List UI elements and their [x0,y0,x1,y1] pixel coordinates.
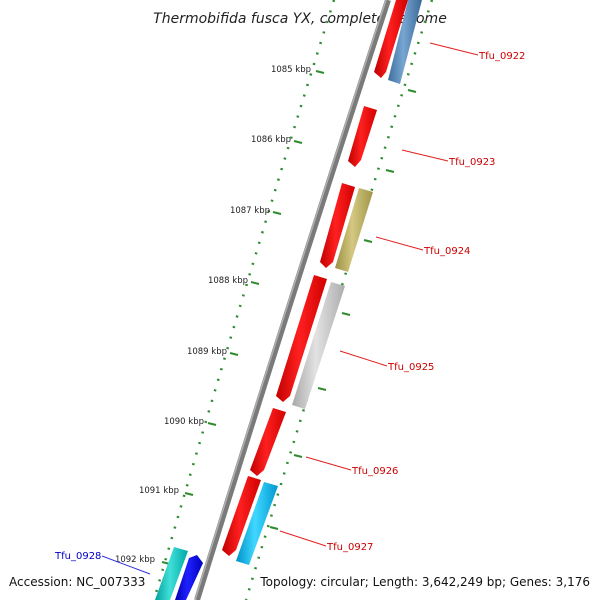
gene-feature-silver[interactable] [292,282,345,409]
map-title: Thermobifida fusca YX, complete genome [153,11,447,27]
tick-label-1088: 1088 kbp [208,276,248,286]
outer-tick-5 [317,387,327,391]
tick-mark-1089 [229,352,239,356]
gene-label-tfu-0928[interactable]: Tfu_0928 [54,551,101,562]
gene-feature-cyan[interactable] [236,482,278,565]
gene-feature-red[interactable] [320,183,355,268]
gene-feature-blue[interactable] [175,555,203,600]
gene-feature-red[interactable] [276,275,327,402]
tick-mark-1086 [293,140,303,144]
callout-line [339,350,388,367]
callout-line [279,530,327,547]
outer-tick-7 [269,526,279,530]
gene-feature-teal[interactable] [155,547,188,600]
gene-feature-steel-blue[interactable] [388,0,422,84]
outer-tick-6 [293,454,303,458]
backbone-shadow [194,0,387,600]
gene-label-tfu-0924[interactable]: Tfu_0924 [423,246,470,257]
gene-label-tfu-0925[interactable]: Tfu_0925 [387,362,434,373]
gene-label-tfu-0922[interactable]: Tfu_0922 [478,51,525,62]
outer-tick-4 [341,312,351,316]
accession-text: Accession: NC_007333 [9,575,146,589]
tick-mark-1087 [272,211,282,215]
gene-feature-khaki[interactable] [335,188,373,272]
genome-backbone [194,0,391,600]
tick-mark-1091 [184,492,194,496]
callout-line [401,149,449,162]
tick-label-1092: 1092 kbp [115,555,155,565]
callout-line [305,456,352,471]
callout-line [101,555,151,575]
callout-lines [101,42,479,575]
outer-dotted-track [244,0,434,600]
tick-mark-1085 [315,70,325,74]
genome-summary-text: Topology: circular; Length: 3,642,249 bp… [260,575,590,589]
outer-tick-2 [385,169,395,173]
tick-label-1087: 1087 kbp [230,206,270,216]
gene-features [155,0,422,600]
tick-label-1091: 1091 kbp [139,486,179,496]
tick-label-1089: 1089 kbp [187,347,227,357]
gene-label-tfu-0927[interactable]: Tfu_0927 [326,542,373,553]
tick-labels: 1085 kbp 1086 kbp 1087 kbp 1088 kbp 1089… [115,65,311,565]
gene-feature-red[interactable] [374,0,408,78]
gene-label-tfu-0926[interactable]: Tfu_0926 [351,466,398,477]
outer-tick-3 [363,239,373,243]
gene-feature-red[interactable] [222,476,261,556]
outer-tick-1 [407,89,417,93]
callout-line [375,236,424,251]
tick-label-1085: 1085 kbp [271,65,311,75]
callout-line [429,42,479,56]
inner-dotted-track [152,0,336,600]
gene-label-tfu-0923[interactable]: Tfu_0923 [448,157,495,168]
scale-ticks [161,70,417,565]
gene-feature-red[interactable] [250,408,286,476]
gene-labels: Tfu_0922 Tfu_0923 Tfu_0924 Tfu_0925 Tfu_… [54,51,525,562]
gene-feature-red[interactable] [348,106,377,167]
tick-label-1090: 1090 kbp [164,417,204,427]
tick-mark-1090 [207,422,217,426]
tick-label-1086: 1086 kbp [251,135,291,145]
tick-mark-1088 [250,281,260,285]
